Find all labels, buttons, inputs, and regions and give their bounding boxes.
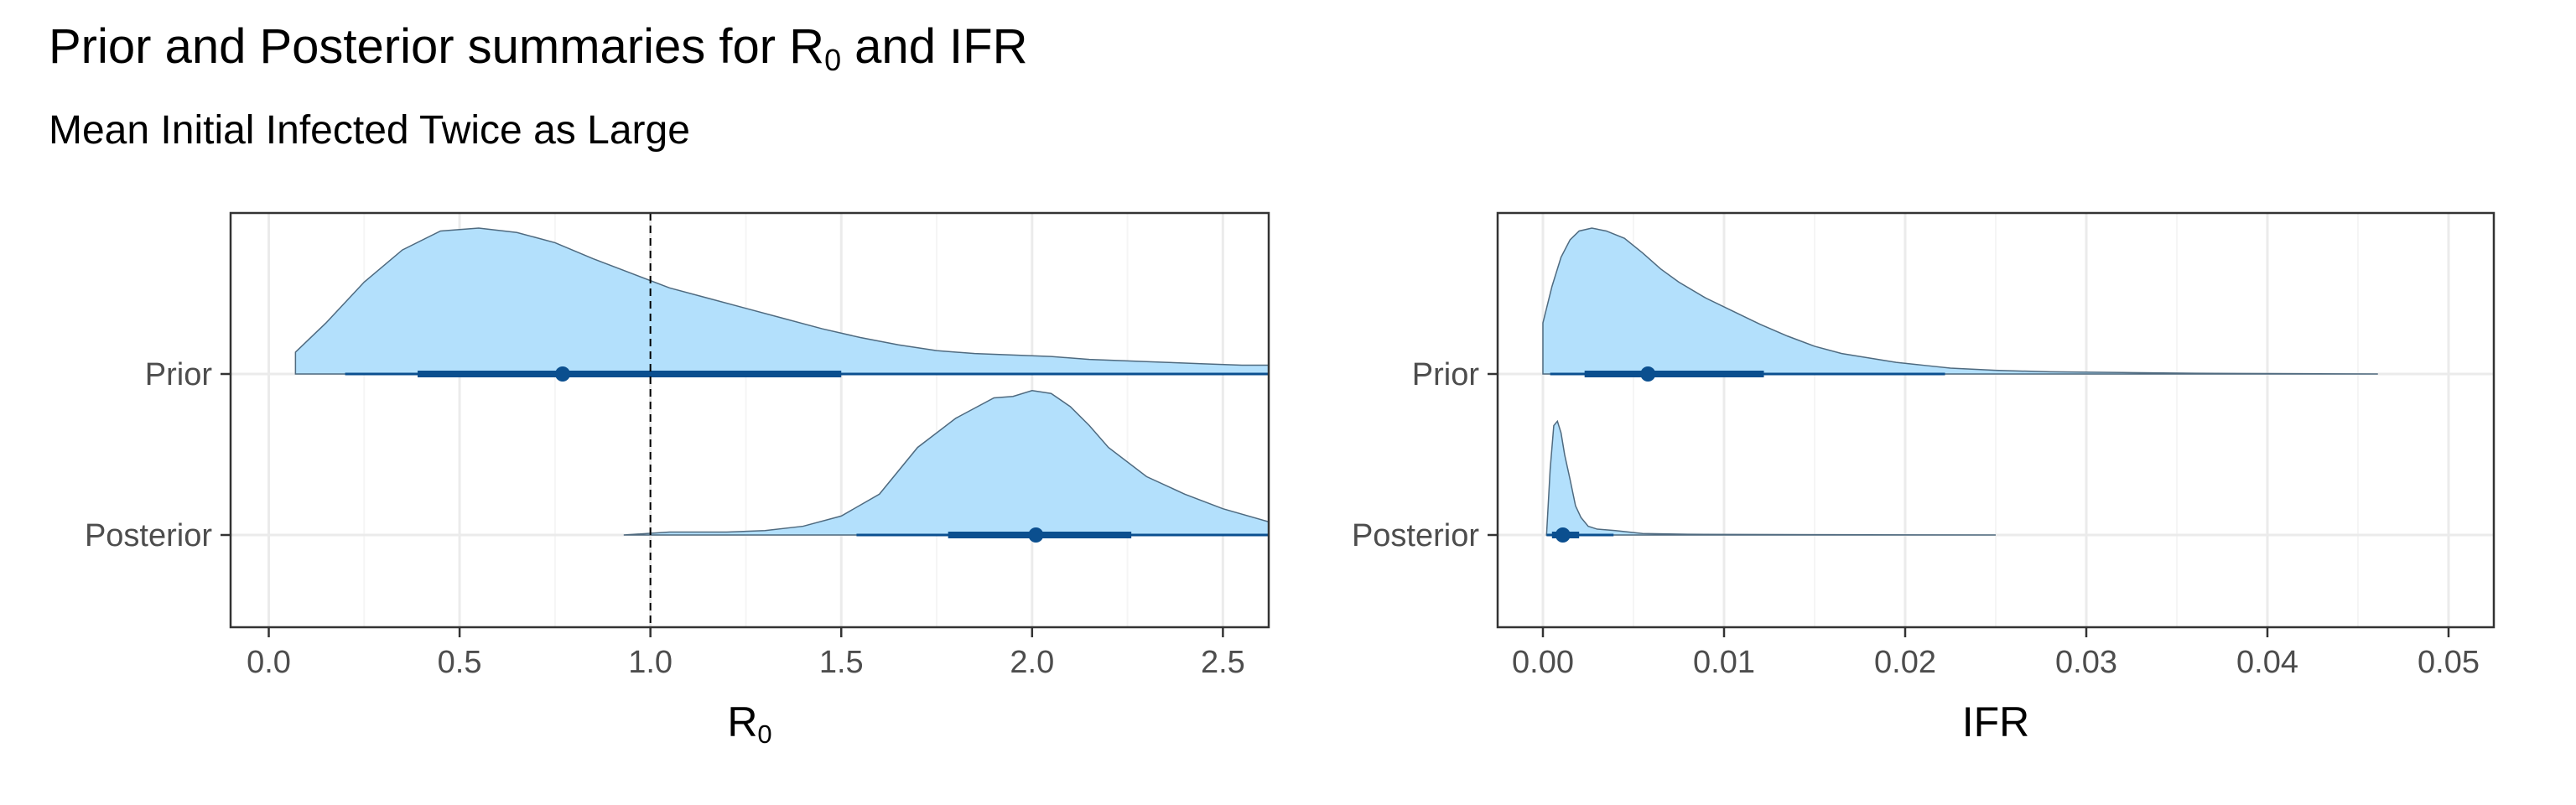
row-label-posterior: Posterior — [85, 518, 212, 553]
median-point-ifr-posterior — [1555, 527, 1571, 543]
x-tick-label: 1.5 — [819, 645, 864, 680]
x-tick-label: 0.04 — [2236, 645, 2298, 680]
x-axis-label-ifr: IFR — [1961, 699, 2030, 745]
median-point-ifr-prior — [1640, 366, 1656, 382]
density-r0-prior — [294, 227, 1269, 375]
panel-r0: 0.0 0.5 1.0 1.5 2.0 2.5 Prior Posterior — [85, 211, 1270, 680]
x-tick-label: 2.0 — [1010, 645, 1054, 680]
x-tick-label: 1.0 — [628, 645, 673, 680]
chart-subtitle: Mean Initial Infected Twice as Large — [49, 108, 690, 153]
median-point-r0-posterior — [1028, 527, 1044, 543]
marks-r0 — [294, 227, 1269, 543]
median-point-r0-prior — [554, 366, 570, 382]
x-tick-label: 0.5 — [438, 645, 482, 680]
row-label-posterior: Posterior — [1352, 518, 1479, 553]
x-tick-label: 0.05 — [2418, 645, 2480, 680]
x-tick-label: 0.02 — [1874, 645, 1936, 680]
density-ifr-posterior — [1545, 419, 1997, 536]
x-axis-label-r0: R0 — [727, 699, 772, 749]
row-label-prior: Prior — [145, 357, 213, 392]
density-ifr-prior — [1542, 227, 2378, 375]
x-tick-label: 0.01 — [1693, 645, 1755, 680]
x-tick-label: 2.5 — [1201, 645, 1245, 680]
marks-ifr — [1542, 227, 2378, 543]
chart-title: Prior and Posterior summaries for R0 and… — [49, 19, 1028, 77]
x-tick-label: 0.03 — [2055, 645, 2117, 680]
panel-border-r0 — [229, 211, 1270, 629]
row-label-prior: Prior — [1412, 357, 1480, 392]
x-tick-label: 0.00 — [1512, 645, 1574, 680]
panel-border-ifr — [1496, 211, 2496, 629]
density-r0-posterior — [623, 389, 1269, 536]
x-tick-label: 0.0 — [247, 645, 291, 680]
panel-ifr: 0.00 0.01 0.02 0.03 0.04 0.05 Prior Posterior — [1352, 211, 2496, 680]
